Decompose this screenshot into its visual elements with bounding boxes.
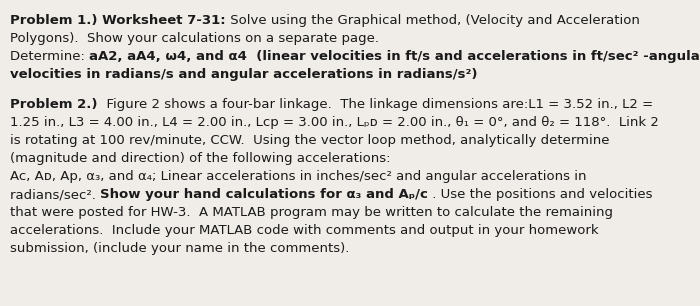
Text: (magnitude and direction) of the following accelerations:: (magnitude and direction) of the followi…: [10, 152, 391, 165]
Text: velocities in radians/s and angular accelerations in radians/s²): velocities in radians/s and angular acce…: [10, 68, 477, 81]
Text: Figure 2 shows a four-bar linkage.  The linkage dimensions are:L1 = 3.52 in., L2: Figure 2 shows a four-bar linkage. The l…: [97, 98, 652, 111]
Text: 1.25 in., L3 = 4.00 in., L4 = 2.00 in., Lᴄp = 3.00 in., Lₚᴅ = 2.00 in., θ₁ = 0°,: 1.25 in., L3 = 4.00 in., L4 = 2.00 in., …: [10, 116, 659, 129]
Text: Show your hand calculations for α₃ and Aₚ/c: Show your hand calculations for α₃ and A…: [100, 188, 428, 201]
Text: aA2, aA4, ω4, and α4: aA2, aA4, ω4, and α4: [89, 50, 247, 63]
Text: Problem 2.): Problem 2.): [10, 98, 97, 111]
Text: accelerations.  Include your MATLAB code with comments and output in your homewo: accelerations. Include your MATLAB code …: [10, 224, 598, 237]
Text: Ac, Aᴅ, Ap, α₃, and α₄; Linear accelerations in inches/sec² and angular accelera: Ac, Aᴅ, Ap, α₃, and α₄; Linear accelerat…: [10, 170, 587, 183]
Text: radians/sec².: radians/sec².: [10, 188, 100, 201]
Text: submission, (include your name in the comments).: submission, (include your name in the co…: [10, 242, 349, 255]
Text: (linear velocities in ft/s and accelerations in ft/sec² -angular: (linear velocities in ft/s and accelerat…: [247, 50, 700, 63]
Text: Determine:: Determine:: [10, 50, 89, 63]
Text: Solve using the Graphical method, (Velocity and Acceleration: Solve using the Graphical method, (Veloc…: [225, 14, 640, 27]
Text: that were posted for HW-3.  A MATLAB program may be written to calculate the rem: that were posted for HW-3. A MATLAB prog…: [10, 206, 613, 219]
Text: Problem 1.) Worksheet 7-31:: Problem 1.) Worksheet 7-31:: [10, 14, 225, 27]
Text: . Use the positions and velocities: . Use the positions and velocities: [428, 188, 652, 201]
Text: Polygons).  Show your calculations on a separate page.: Polygons). Show your calculations on a s…: [10, 32, 379, 45]
Text: is rotating at 100 rev/minute, CCW.  Using the vector loop method, analytically : is rotating at 100 rev/minute, CCW. Usin…: [10, 134, 610, 147]
